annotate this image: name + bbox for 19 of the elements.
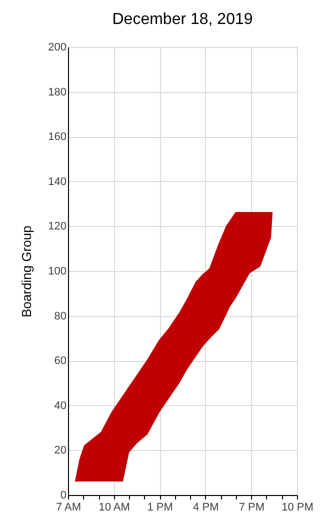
y-tick-label: 40: [54, 400, 66, 412]
x-tick-label: 10 PM: [282, 502, 314, 514]
y-tick-label: 0: [60, 490, 66, 502]
chart-title: December 18, 2019: [112, 11, 253, 28]
x-tick-label: 10 AM: [98, 502, 130, 514]
y-tick-label: 200: [48, 42, 66, 54]
x-tick-label: 4 PM: [193, 502, 219, 514]
y-tick-label: 140: [48, 176, 66, 188]
y-tick-label: 120: [48, 220, 66, 233]
y-tick-label: 180: [48, 86, 66, 98]
x-tick-label: 7 PM: [238, 502, 265, 514]
x-tick-label: 1 PM: [147, 502, 173, 514]
y-tick-label: 20: [54, 444, 66, 457]
x-tick-label: 7 AM: [56, 502, 82, 514]
y-tick-label: 60: [54, 355, 66, 368]
y-tick-label: 160: [48, 131, 66, 144]
y-tick-label: 100: [48, 266, 66, 278]
y-tick-label: 80: [54, 310, 66, 322]
y-axis-title: Boarding Group: [19, 226, 34, 318]
